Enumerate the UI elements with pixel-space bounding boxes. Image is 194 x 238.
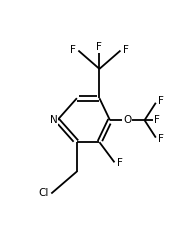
Text: Cl: Cl (39, 188, 49, 198)
Text: F: F (117, 158, 123, 168)
Text: F: F (70, 45, 76, 55)
Text: F: F (158, 134, 164, 144)
Text: F: F (96, 42, 102, 52)
Text: F: F (123, 45, 129, 55)
Text: F: F (158, 96, 164, 106)
Text: F: F (154, 115, 160, 125)
Text: O: O (123, 115, 131, 125)
Text: N: N (50, 115, 57, 125)
